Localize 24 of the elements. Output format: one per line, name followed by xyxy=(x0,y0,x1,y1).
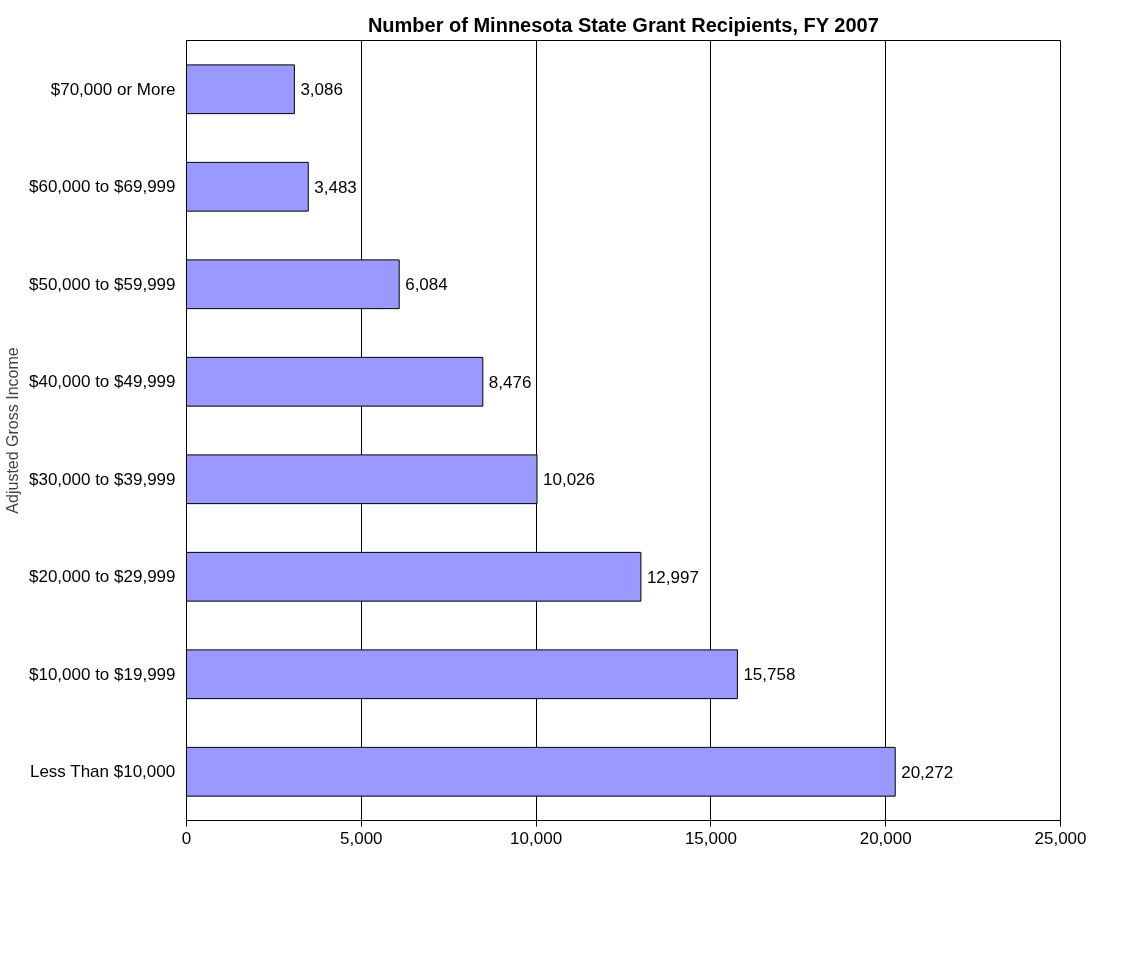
y-tick-label: $60,000 to $69,999 xyxy=(28,177,176,197)
chart-title: Number of Minnesota State Grant Recipients, FY 2007 xyxy=(367,13,879,36)
y-tick-label: $30,000 to $39,999 xyxy=(28,469,176,489)
y-tick-label: Less Than $10,000 xyxy=(29,762,176,782)
data-label: 20,272 xyxy=(901,762,954,782)
data-label: 3,483 xyxy=(314,177,357,197)
data-label: 3,086 xyxy=(300,80,343,100)
data-label: 15,758 xyxy=(743,665,796,685)
y-tick-label: $40,000 to $49,999 xyxy=(28,372,176,392)
y-tick-label: $50,000 to $59,999 xyxy=(28,274,176,294)
x-tick-label: 25,000 xyxy=(1034,828,1087,848)
x-tick-label: 20,000 xyxy=(859,828,912,848)
x-tick-label: 10,000 xyxy=(510,828,563,848)
x-tick-label: 15,000 xyxy=(684,828,737,848)
y-axis-title: Adjusted Gross Income xyxy=(3,347,21,514)
y-tick-label: $20,000 to $29,999 xyxy=(28,567,176,587)
y-tick-label: $10,000 to $19,999 xyxy=(28,664,176,684)
x-tick-label: 5,000 xyxy=(340,828,383,848)
data-label: 6,084 xyxy=(405,275,448,295)
data-label: 12,997 xyxy=(646,567,699,587)
y-tick-label: $70,000 or More xyxy=(50,79,176,99)
x-tick-label: 0 xyxy=(181,828,192,848)
data-label: 10,026 xyxy=(543,470,596,490)
data-label: 8,476 xyxy=(488,372,532,392)
